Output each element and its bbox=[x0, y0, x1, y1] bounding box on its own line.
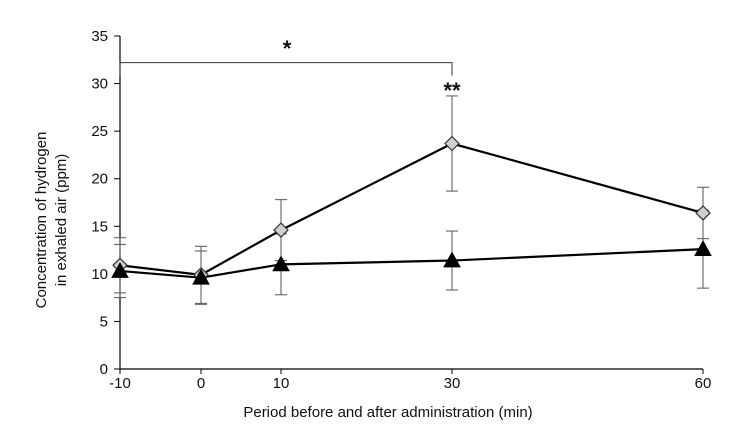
y-axis-title-line-1: Concentration of hydrogen bbox=[33, 132, 50, 309]
y-tick-label: 10 bbox=[91, 266, 108, 283]
y-tick-label: 5 bbox=[100, 313, 108, 330]
x-tick-label: 60 bbox=[695, 375, 712, 392]
series-line-triangle bbox=[119, 248, 704, 279]
y-axis-title: Concentration of hydrogen in exhaled air… bbox=[33, 132, 70, 309]
x-axis-title: Period before and after administration (… bbox=[243, 404, 532, 421]
triangle-marker bbox=[694, 240, 712, 257]
y-axis-title-line-2: in exhaled air (ppm) bbox=[53, 154, 70, 287]
x-tick-label: -10 bbox=[109, 375, 131, 392]
y-tick-label: 35 bbox=[91, 28, 108, 45]
x-tick-label: 0 bbox=[197, 375, 205, 392]
point-significance-label: ** bbox=[443, 78, 461, 103]
y-tick-label: 20 bbox=[91, 171, 108, 188]
y-tick-label: 25 bbox=[91, 123, 108, 140]
series-lines bbox=[119, 142, 704, 279]
x-tick-label: 30 bbox=[444, 375, 461, 392]
diamond-marker bbox=[444, 135, 460, 152]
data-markers bbox=[111, 135, 712, 285]
y-tick-label: 15 bbox=[91, 218, 108, 235]
x-tick-label: 10 bbox=[273, 375, 290, 392]
triangle-marker bbox=[192, 268, 210, 285]
diamond-marker bbox=[695, 205, 711, 221]
significance-bracket bbox=[119, 62, 453, 76]
triangle-marker bbox=[111, 261, 129, 278]
series-line-diamond bbox=[119, 142, 704, 276]
annotations: * ** bbox=[119, 36, 461, 103]
diamond-marker bbox=[273, 222, 289, 238]
y-tick-label: 30 bbox=[91, 76, 108, 93]
bracket-significance-label: * bbox=[283, 36, 292, 61]
y-tick-label: 0 bbox=[100, 361, 108, 378]
triangle-marker bbox=[272, 255, 290, 272]
triangle-marker bbox=[443, 251, 461, 268]
